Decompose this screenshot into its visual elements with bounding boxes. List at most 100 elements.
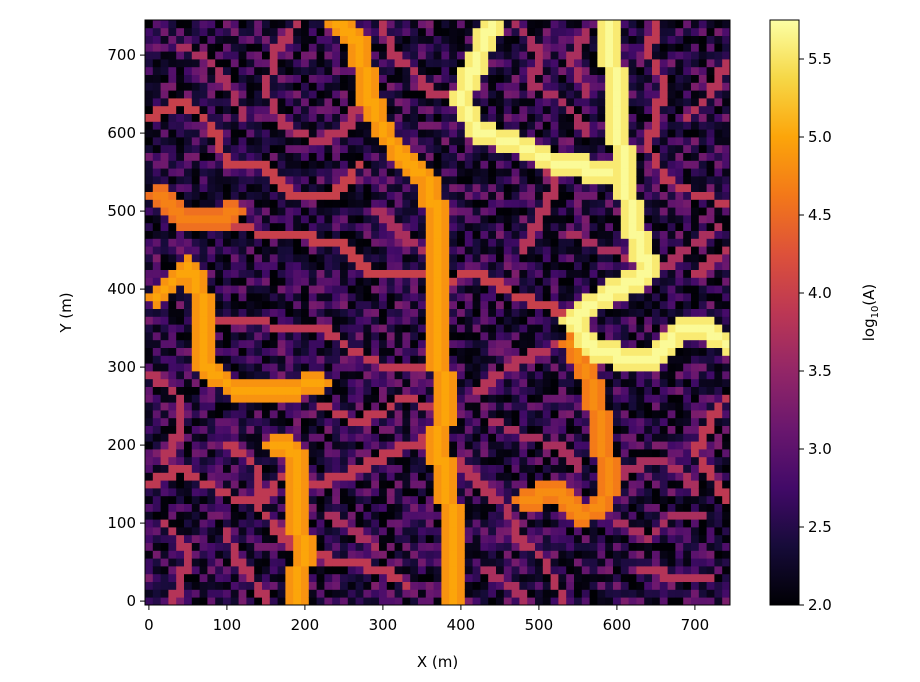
- heatmap-cell: [223, 66, 232, 75]
- heatmap-cell: [542, 183, 551, 192]
- heatmap-cell: [480, 378, 489, 387]
- heatmap-cell: [324, 417, 333, 426]
- heatmap-cell: [402, 98, 411, 107]
- heatmap-cell: [355, 144, 364, 153]
- heatmap-cell: [332, 113, 341, 122]
- heatmap-cell: [613, 66, 622, 75]
- heatmap-cell: [418, 152, 427, 161]
- heatmap-cell: [457, 105, 466, 114]
- heatmap-cell: [371, 293, 380, 302]
- heatmap-cell: [340, 98, 349, 107]
- heatmap-cell: [332, 558, 341, 567]
- heatmap-cell: [363, 410, 372, 419]
- heatmap-cell: [386, 176, 395, 185]
- heatmap-cell: [340, 480, 349, 489]
- heatmap-cell: [285, 269, 294, 278]
- heatmap-cell: [652, 66, 661, 75]
- heatmap-cell: [402, 129, 411, 138]
- heatmap-cell: [613, 20, 622, 29]
- heatmap-cell: [215, 355, 224, 364]
- heatmap-cell: [449, 129, 458, 138]
- heatmap-cell: [293, 27, 302, 36]
- heatmap-cell: [168, 386, 177, 395]
- heatmap-cell: [636, 456, 645, 465]
- heatmap-cell: [269, 121, 278, 130]
- heatmap-cell: [316, 472, 325, 481]
- heatmap-cell: [542, 300, 551, 309]
- heatmap-cell: [293, 222, 302, 231]
- heatmap-cell: [480, 74, 489, 83]
- heatmap-cell: [386, 449, 395, 458]
- heatmap-cell: [386, 207, 395, 216]
- heatmap-cell: [574, 339, 583, 348]
- heatmap-cell: [511, 371, 520, 380]
- heatmap-cell: [628, 371, 637, 380]
- heatmap-cell: [379, 113, 388, 122]
- heatmap-cell: [269, 144, 278, 153]
- heatmap-cell: [620, 269, 629, 278]
- heatmap-cell: [581, 300, 590, 309]
- heatmap-cell: [207, 339, 216, 348]
- heatmap-cell: [145, 316, 154, 325]
- heatmap-cell: [496, 464, 505, 473]
- heatmap-cell: [464, 550, 473, 559]
- heatmap-cell: [394, 371, 403, 380]
- heatmap-cell: [285, 113, 294, 122]
- heatmap-cell: [191, 534, 200, 543]
- heatmap-cell: [184, 378, 193, 387]
- heatmap-cell: [613, 246, 622, 255]
- heatmap-cell: [340, 441, 349, 450]
- heatmap-cell: [254, 129, 263, 138]
- heatmap-cell: [238, 105, 247, 114]
- heatmap-cell: [636, 215, 645, 224]
- heatmap-cell: [613, 410, 622, 419]
- heatmap-cell: [449, 238, 458, 247]
- heatmap-cell: [145, 222, 154, 231]
- heatmap-cell: [488, 82, 497, 91]
- heatmap-cell: [394, 254, 403, 263]
- heatmap-cell: [293, 215, 302, 224]
- heatmap-cell: [269, 152, 278, 161]
- heatmap-cell: [215, 378, 224, 387]
- heatmap-cell: [386, 82, 395, 91]
- heatmap-cell: [503, 246, 512, 255]
- heatmap-cell: [379, 43, 388, 52]
- heatmap-cell: [558, 363, 567, 372]
- heatmap-cell: [589, 51, 598, 60]
- heatmap-cell: [464, 160, 473, 169]
- heatmap-cell: [566, 51, 575, 60]
- heatmap-cell: [433, 98, 442, 107]
- heatmap-cell: [503, 121, 512, 130]
- heatmap-cell: [277, 534, 286, 543]
- heatmap-cell: [230, 589, 239, 598]
- heatmap-cell: [418, 98, 427, 107]
- heatmap-cell: [402, 534, 411, 543]
- heatmap-cell: [558, 35, 567, 44]
- heatmap-cell: [324, 339, 333, 348]
- heatmap-cell: [176, 199, 185, 208]
- heatmap-cell: [410, 534, 419, 543]
- heatmap-cell: [215, 511, 224, 520]
- heatmap-cell: [355, 113, 364, 122]
- heatmap-cell: [605, 20, 614, 29]
- heatmap-cell: [449, 183, 458, 192]
- heatmap-cell: [347, 378, 356, 387]
- heatmap-cell: [636, 449, 645, 458]
- heatmap-cell: [574, 355, 583, 364]
- heatmap-cell: [581, 20, 590, 29]
- heatmap-cell: [527, 363, 536, 372]
- heatmap-cell: [230, 332, 239, 341]
- heatmap-cell: [574, 207, 583, 216]
- heatmap-cell: [628, 261, 637, 270]
- heatmap-cell: [223, 597, 232, 605]
- heatmap-cell: [628, 137, 637, 146]
- heatmap-cell: [644, 308, 653, 317]
- heatmap-cell: [277, 176, 286, 185]
- heatmap-cell: [558, 550, 567, 559]
- heatmap-cell: [472, 43, 481, 52]
- heatmap-cell: [597, 472, 606, 481]
- heatmap-cell: [379, 417, 388, 426]
- heatmap-cell: [464, 238, 473, 247]
- heatmap-cell: [340, 456, 349, 465]
- heatmap-cell: [558, 183, 567, 192]
